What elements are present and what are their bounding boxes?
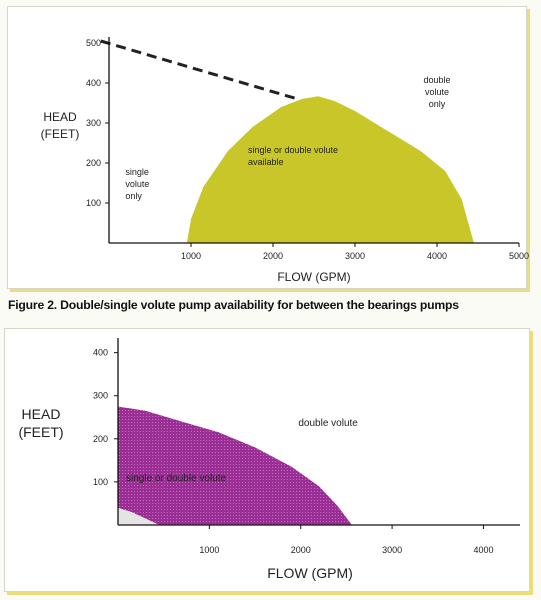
x-tick-label-0: 1000 — [199, 545, 219, 555]
bottom-x-axis-title: FLOW (GPM) — [267, 565, 353, 581]
bottom-chart: 1000 2000 3000 4000 100 200 300 400 HEAD (FEET)… — [18, 338, 520, 581]
annotation-line-2: only — [125, 191, 142, 201]
top-chart: 1000 2000 3000 4000 5000 100 200 300 400 500 HEAD… — [41, 37, 529, 284]
y-tick-label-2: 300 — [93, 391, 108, 401]
region-label-line-1: available — [248, 157, 284, 167]
x-tick-label-1: 2000 — [291, 545, 311, 555]
bottom-chart-panel: 1000 2000 3000 4000 100 200 300 400 HEAD (FEET)… — [4, 328, 530, 592]
x-tick-label-2: 3000 — [345, 251, 365, 261]
y-tick-label-0: 100 — [86, 198, 101, 208]
annotation-line-1: volute — [425, 87, 449, 97]
y-tick-label-4: 500 — [86, 38, 101, 48]
bottom-axes: 1000 2000 3000 4000 100 200 300 400 — [93, 338, 520, 555]
figure-caption: Figure 2. Double/single volute pump avai… — [8, 298, 459, 312]
region-label-line-0: single or double volute — [126, 473, 227, 484]
grey-corner-region — [118, 507, 160, 525]
top-y-axis-title: HEAD — [43, 110, 77, 124]
x-tick-label-3: 4000 — [427, 251, 447, 261]
y-tick-label-2: 300 — [86, 118, 101, 128]
x-tick-label-0: 1000 — [181, 251, 201, 261]
annotation-line-0: double volute — [298, 418, 358, 429]
y-tick-label-0: 100 — [93, 477, 108, 487]
annotation-line-0: single — [125, 167, 149, 177]
annotation-double-volute: double volute — [298, 418, 358, 429]
top-x-axis-title: FLOW (GPM) — [277, 270, 350, 284]
x-tick-label-4: 5000 — [509, 251, 529, 261]
region-label-single-or-double: single or double volute — [126, 473, 227, 484]
annotation-line-0: double — [423, 75, 450, 85]
annotation-double-volute-only: double volute only — [423, 75, 450, 109]
x-tick-label-1: 2000 — [263, 251, 283, 261]
bottom-y-axis-title-line2: (FEET) — [18, 424, 63, 440]
bottom-y-axis-title: HEAD — [22, 406, 61, 422]
region-label-line-0: single or double volute — [248, 145, 338, 155]
top-axes: 1000 2000 3000 4000 5000 100 200 300 400 500 — [86, 37, 529, 261]
y-tick-label-1: 200 — [86, 158, 101, 168]
y-tick-label-3: 400 — [93, 348, 108, 358]
single-or-double-region — [118, 406, 352, 525]
single-or-double-region — [186, 96, 474, 243]
y-tick-label-3: 400 — [86, 78, 101, 88]
y-tick-label-1: 200 — [93, 434, 108, 444]
annotation-line-2: only — [429, 99, 446, 109]
dashed-limit-line — [100, 39, 299, 101]
x-tick-label-2: 3000 — [382, 545, 402, 555]
x-tick-label-3: 4000 — [473, 545, 493, 555]
top-chart-panel: 1000 2000 3000 4000 5000 100 200 300 400 500 HEAD… — [7, 6, 529, 289]
annotation-line-1: volute — [125, 179, 149, 189]
top-y-axis-title-line2: (FEET) — [41, 127, 80, 141]
annotation-single-volute-only: single volute only — [125, 167, 149, 201]
region-label-single-or-double: single or double volute available — [248, 145, 338, 167]
